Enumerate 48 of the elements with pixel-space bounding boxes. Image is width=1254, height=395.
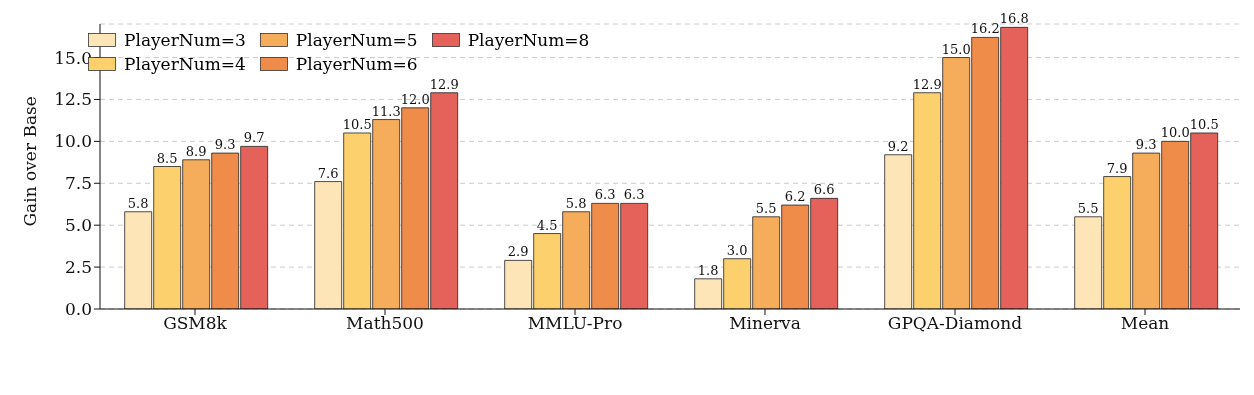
data-label: 6.3 bbox=[623, 187, 645, 203]
data-label: 10.5 bbox=[342, 116, 372, 132]
y-tick-label: 7.5 bbox=[64, 173, 92, 194]
data-label: 12.9 bbox=[912, 76, 942, 92]
y-axis-title: Gain over Base bbox=[20, 96, 41, 227]
data-label: 12.0 bbox=[400, 91, 430, 107]
legend-label: PlayerNum=5 bbox=[295, 30, 418, 50]
data-label: 10.5 bbox=[1189, 116, 1219, 132]
x-tick-label: MMLU-Pro bbox=[527, 313, 623, 334]
data-label: 15.0 bbox=[941, 41, 971, 57]
legend-label: PlayerNum=8 bbox=[467, 30, 590, 50]
data-label: 4.5 bbox=[536, 217, 558, 233]
data-label: 9.3 bbox=[1135, 137, 1157, 153]
data-label: 2.9 bbox=[507, 244, 529, 260]
legend-label: PlayerNum=4 bbox=[124, 54, 246, 74]
legend-label: PlayerNum=3 bbox=[124, 30, 246, 50]
y-tick-label: 10.0 bbox=[54, 131, 92, 152]
data-label: 16.8 bbox=[999, 11, 1029, 27]
data-label: 5.5 bbox=[755, 200, 777, 216]
data-label: 5.5 bbox=[1077, 200, 1099, 216]
y-tick-label: 5.0 bbox=[64, 215, 92, 236]
data-label: 9.2 bbox=[887, 138, 909, 154]
data-label: 8.5 bbox=[156, 150, 178, 166]
data-label: 12.9 bbox=[429, 76, 459, 92]
data-label: 9.3 bbox=[214, 137, 236, 153]
x-tick-label: GSM8k bbox=[163, 313, 228, 334]
data-label: 11.3 bbox=[371, 103, 401, 119]
data-label: 9.7 bbox=[243, 130, 265, 146]
data-label: 6.2 bbox=[784, 189, 806, 205]
y-tick-label: 12.5 bbox=[54, 89, 92, 110]
legend-label: PlayerNum=6 bbox=[295, 54, 418, 74]
data-label: 8.9 bbox=[185, 143, 207, 159]
data-label: 6.6 bbox=[813, 182, 835, 198]
y-tick-label: 0.0 bbox=[64, 299, 92, 320]
y-tick-label: 2.5 bbox=[64, 257, 92, 278]
data-label: 10.0 bbox=[1160, 125, 1190, 141]
data-label: 5.8 bbox=[127, 195, 149, 211]
x-tick-label: Mean bbox=[1120, 313, 1170, 334]
data-label: 1.8 bbox=[697, 262, 719, 278]
data-label: 6.3 bbox=[594, 187, 616, 203]
x-tick-label: GPQA-Diamond bbox=[887, 313, 1023, 334]
data-label: 7.9 bbox=[1106, 160, 1128, 176]
data-label: 7.6 bbox=[317, 165, 339, 181]
data-label: 16.2 bbox=[970, 21, 1000, 37]
x-tick-label: Minerva bbox=[729, 313, 801, 334]
data-label: 5.8 bbox=[565, 195, 587, 211]
data-label: 3.0 bbox=[726, 242, 748, 258]
x-tick-label: Math500 bbox=[346, 313, 424, 334]
